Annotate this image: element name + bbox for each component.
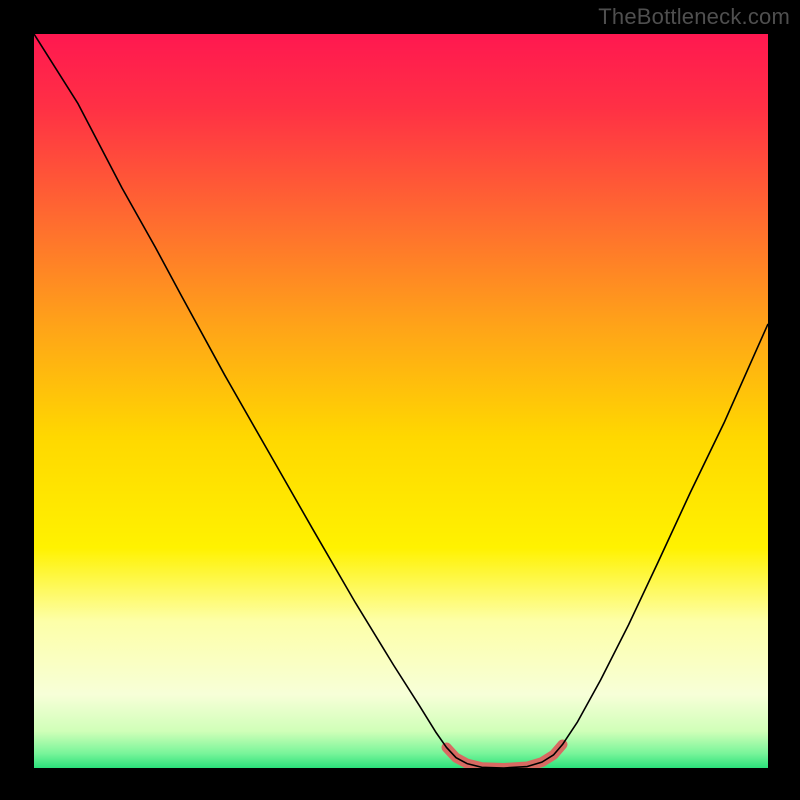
chart-container: TheBottleneck.com (0, 0, 800, 800)
plot-area (34, 34, 768, 768)
chart-background (34, 34, 768, 768)
chart-svg (34, 34, 768, 768)
watermark-text: TheBottleneck.com (598, 4, 790, 30)
